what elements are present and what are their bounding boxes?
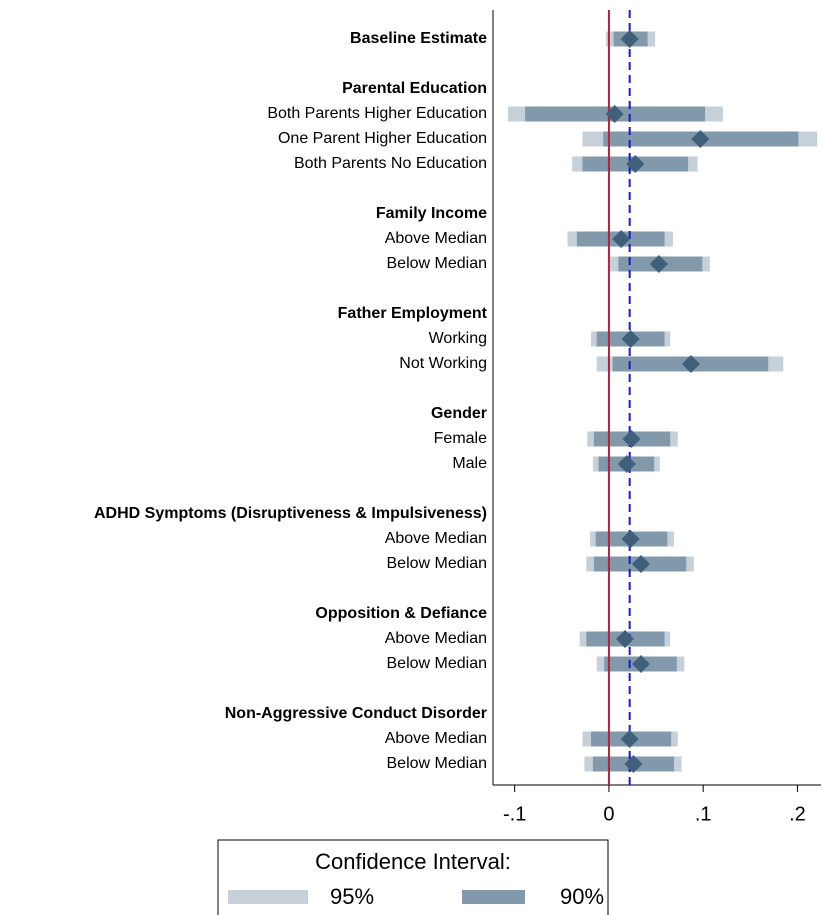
point-estimate [681,355,700,373]
group-header: Parental Education [342,80,487,97]
point-estimate [612,230,631,248]
row-label: Below Median [387,755,488,772]
point-estimate [649,255,668,273]
point-estimate [615,630,634,648]
point-estimate [620,30,639,48]
point-estimate [631,555,650,573]
point-estimate [605,105,624,123]
row-label: Both Parents No Education [294,155,487,172]
group-header: Family Income [376,205,487,222]
point-estimate [621,530,640,548]
row-label: Below Median [387,555,488,572]
row-label: Above Median [385,530,487,547]
row-label: Above Median [385,630,487,647]
row-label: Above Median [385,730,487,747]
row-label: Working [429,330,487,347]
point-estimate [621,330,640,348]
point-estimate [631,655,650,673]
row-label: Below Median [387,655,488,672]
row-label: Both Parents Higher Education [267,105,487,122]
legend-title: Confidence Interval: [315,849,511,874]
group-header: Gender [431,405,487,422]
row-label: Below Median [387,255,488,272]
group-header: Baseline Estimate [350,30,487,47]
legend-label: 95% [330,884,374,909]
row-label: Not Working [399,355,487,372]
group-header: Opposition & Defiance [315,605,487,622]
row-label: Above Median [385,230,487,247]
row-label: One Parent Higher Education [278,130,487,147]
group-header: ADHD Symptoms (Disruptiveness & Impulsiv… [94,505,487,522]
group-header: Father Employment [338,305,488,322]
group-header: Non-Aggressive Conduct Disorder [225,705,487,722]
point-estimate [622,430,641,448]
legend-swatch [228,890,308,904]
point-estimate [626,155,645,173]
point-estimate [620,730,639,748]
point-estimate [617,455,636,473]
x-tick-label: 0 [603,803,614,825]
x-tick-label: .1 [695,803,712,825]
legend-swatch [462,890,525,904]
row-label: Female [434,430,487,447]
legend-label: 90% [560,884,604,909]
row-label: Male [452,455,487,472]
x-tick-label: .2 [789,803,806,825]
point-estimate [624,755,643,773]
x-tick-label: -.1 [503,803,526,825]
point-estimate [691,130,710,148]
